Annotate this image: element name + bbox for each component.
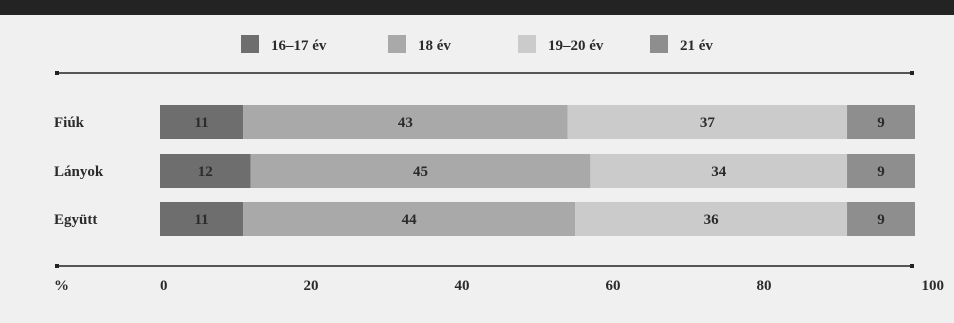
- data-label: 44: [402, 212, 418, 228]
- data-label: 9: [877, 164, 885, 180]
- data-label: 12: [198, 164, 213, 180]
- top-rule-right-cap: [910, 71, 914, 75]
- tick-label: 60: [606, 278, 621, 294]
- tick-label: 0: [160, 278, 168, 294]
- bar-segment: [847, 105, 915, 139]
- legend-swatch: [518, 35, 536, 53]
- bar-segment: [160, 154, 251, 188]
- legend: 16–17 év 18 év 19–20 év 21 év: [241, 35, 713, 54]
- header-bar: [0, 0, 954, 15]
- x-axis-ticks: 0 20 40 60 80 100: [160, 278, 944, 294]
- legend-label: 21 év: [680, 38, 713, 54]
- bar-segment: [243, 105, 568, 139]
- category-label: Lányok: [54, 164, 104, 180]
- bar-segment: [243, 202, 576, 236]
- data-label: 37: [700, 115, 716, 131]
- bar-segment: [590, 154, 848, 188]
- legend-label: 18 év: [418, 38, 451, 54]
- data-label: 34: [711, 164, 727, 180]
- category-label: Fiúk: [54, 115, 85, 131]
- data-label: 9: [877, 115, 885, 131]
- legend-swatch: [241, 35, 259, 53]
- bar-segment: [160, 105, 244, 139]
- legend-label: 19–20 év: [548, 38, 604, 54]
- bar-segment: [847, 154, 915, 188]
- bar-segment: [250, 154, 591, 188]
- data-label: 9: [877, 212, 885, 228]
- legend-label: 16–17 év: [271, 38, 327, 54]
- tick-label: 40: [455, 278, 470, 294]
- tick-label: 100: [922, 278, 945, 294]
- bar-segment: [847, 202, 915, 236]
- data-label: 36: [704, 212, 720, 228]
- bar-segment: [575, 202, 848, 236]
- tick-label: 80: [757, 278, 772, 294]
- data-label: 11: [194, 115, 208, 131]
- bars: Fiúk 11 43 37 9 Lányok 12 45 34 9 Együtt 11 44 36 9: [54, 105, 915, 236]
- bar-segment: [567, 105, 848, 139]
- axis-rule-right-cap: [910, 264, 914, 268]
- data-label: 43: [398, 115, 413, 131]
- x-axis-label: %: [54, 278, 69, 294]
- tick-label: 20: [304, 278, 319, 294]
- top-rule-left-cap: [55, 71, 59, 75]
- bar-segment: [160, 202, 244, 236]
- legend-swatch: [650, 35, 668, 53]
- category-label: Együtt: [54, 212, 97, 228]
- legend-swatch: [388, 35, 406, 53]
- data-label: 45: [413, 164, 428, 180]
- axis-rule-left-cap: [55, 264, 59, 268]
- data-label: 11: [194, 212, 208, 228]
